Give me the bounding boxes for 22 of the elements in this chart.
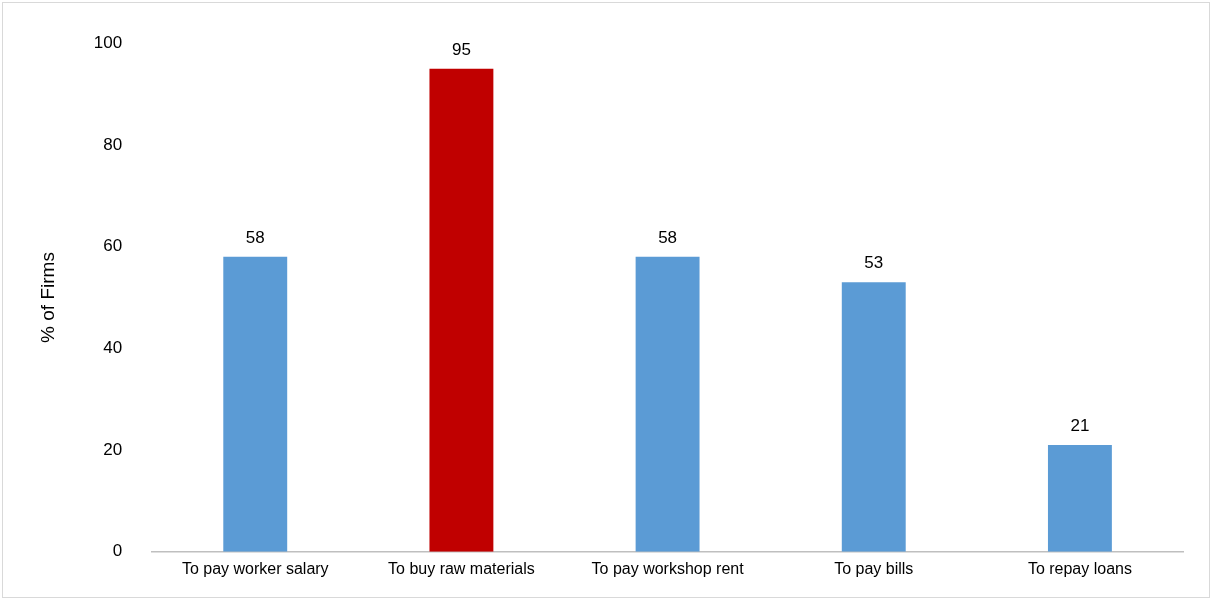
y-tick-label: 100 [93,32,123,52]
data-label: 21 [1070,416,1090,436]
y-axis-title: % of Firms [36,252,58,343]
x-tick-label: To repay loans [1027,559,1132,577]
bar [429,68,494,552]
y-tick-label: 80 [103,134,123,154]
bar [223,256,288,552]
x-tick-label: To pay bills [834,559,914,577]
x-tick-label: To pay worker salary [181,559,329,577]
data-label: 58 [658,228,678,247]
x-tick-label: To pay workshop rent [591,559,745,577]
x-tick-label: To buy raw materials [388,559,535,577]
data-label: 95 [451,39,471,59]
y-tick-label: 40 [103,338,123,358]
data-label: 58 [245,228,265,247]
bar [1047,444,1112,552]
bar [841,282,906,552]
bar [635,256,700,552]
y-tick-label: 0 [112,541,123,561]
data-label: 53 [864,253,884,273]
y-tick-label: 60 [103,236,123,256]
y-tick-label: 20 [103,439,123,459]
